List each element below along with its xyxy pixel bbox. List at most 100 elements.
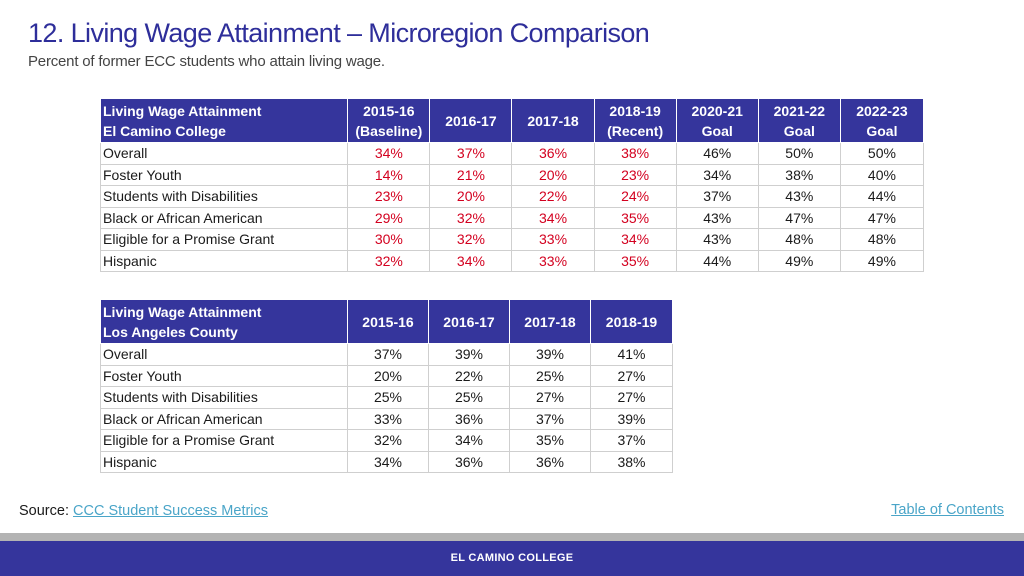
- table-cell: 39%: [509, 343, 591, 366]
- la-col-2017-18: 2017-18: [509, 299, 591, 344]
- table-cell: 46%: [675, 142, 759, 165]
- table-cell: 34%: [428, 429, 510, 452]
- table-cell: 30%: [347, 228, 431, 251]
- ecc-row-header-line1: Living Wage Attainment: [103, 102, 262, 119]
- table-cell: 34%: [347, 142, 431, 165]
- table-row: Foster Youth 20% 22% 25% 27%: [100, 364, 673, 387]
- table-cell: 34%: [347, 450, 429, 473]
- la-col-2015-16: 2015-16: [347, 299, 429, 344]
- table-cell: 47%: [757, 206, 841, 229]
- table-row: Black or African American 29% 32% 34% 35% 43%…: [99, 206, 925, 229]
- table-cell: 37%: [590, 429, 673, 452]
- table-cell: 37%: [675, 185, 759, 208]
- table-row: Hispanic 34% 36% 36% 38%: [100, 450, 673, 473]
- table-cell: 48%: [757, 228, 841, 251]
- table-cell: 38%: [590, 450, 673, 473]
- table-cell: 47%: [839, 206, 925, 229]
- la-col-2018-19: 2018-19: [590, 299, 673, 344]
- row-label: Overall: [100, 343, 348, 366]
- table-cell: 25%: [347, 386, 429, 409]
- ecc-header-row: Living Wage Attainment El Camino College…: [99, 98, 925, 143]
- footer-bar: EL CAMINO COLLEGE: [0, 541, 1024, 576]
- table-cell: 49%: [757, 249, 841, 272]
- table-cell: 49%: [839, 249, 925, 272]
- table-cell: 39%: [428, 343, 510, 366]
- table-cell: 50%: [757, 142, 841, 165]
- table-cell: 35%: [509, 429, 591, 452]
- row-label: Eligible for a Promise Grant: [100, 429, 348, 452]
- table-cell: 35%: [593, 206, 677, 229]
- table-cell: 34%: [593, 228, 677, 251]
- table-cell: 50%: [839, 142, 925, 165]
- footer-text: EL CAMINO COLLEGE: [450, 552, 574, 564]
- table-cell: 20%: [429, 185, 513, 208]
- table-row: Hispanic 32% 34% 33% 35% 44% 49% 49%: [99, 249, 925, 272]
- table-cell: 37%: [347, 343, 429, 366]
- table-cell: 34%: [511, 206, 595, 229]
- ecc-row-header: Living Wage Attainment El Camino College: [99, 98, 349, 143]
- row-label: Hispanic: [100, 450, 348, 473]
- table-cell: 33%: [347, 407, 429, 430]
- table-cell: 20%: [347, 364, 429, 387]
- table-cell: 36%: [509, 450, 591, 473]
- table-cell: 27%: [509, 386, 591, 409]
- table-row: Eligible for a Promise Grant 32% 34% 35% 37%: [100, 429, 673, 452]
- table-cell: 32%: [429, 206, 513, 229]
- table-cell: 36%: [428, 450, 510, 473]
- table-cell: 25%: [509, 364, 591, 387]
- table-cell: 25%: [428, 386, 510, 409]
- table-row: Overall 34% 37% 36% 38% 46% 50% 50%: [99, 142, 925, 165]
- ecc-col-2015-16: 2015-16 (Baseline): [347, 98, 431, 143]
- source-note: Source: CCC Student Success Metrics: [19, 503, 268, 519]
- table-cell: 41%: [590, 343, 673, 366]
- table-row: Students with Disabilities 23% 20% 22% 24% 37…: [99, 185, 925, 208]
- table-cell: 38%: [757, 163, 841, 186]
- row-label: Black or African American: [99, 206, 349, 229]
- table-cell: 35%: [593, 249, 677, 272]
- row-label: Eligible for a Promise Grant: [99, 228, 349, 251]
- table-cell: 22%: [428, 364, 510, 387]
- footer-divider: [0, 533, 1024, 541]
- ecc-attainment-table: Living Wage Attainment El Camino College…: [99, 98, 925, 272]
- table-cell: 24%: [593, 185, 677, 208]
- ecc-col-2016-17: 2016-17: [429, 98, 513, 143]
- table-cell: 48%: [839, 228, 925, 251]
- table-cell: 43%: [757, 185, 841, 208]
- table-cell: 27%: [590, 364, 673, 387]
- row-label: Students with Disabilities: [99, 185, 349, 208]
- table-cell: 43%: [675, 228, 759, 251]
- table-cell: 29%: [347, 206, 431, 229]
- page-subtitle: Percent of former ECC students who attai…: [28, 53, 385, 70]
- row-label: Foster Youth: [100, 364, 348, 387]
- table-row: Foster Youth 14% 21% 20% 23% 34% 38% 40%: [99, 163, 925, 186]
- ecc-col-2018-19: 2018-19 (Recent): [593, 98, 677, 143]
- table-cell: 33%: [511, 249, 595, 272]
- table-of-contents-link[interactable]: Table of Contents: [891, 502, 1004, 518]
- table-cell: 36%: [428, 407, 510, 430]
- table-row: Students with Disabilities 25% 25% 27% 27%: [100, 386, 673, 409]
- table-row: Black or African American 33% 36% 37% 39%: [100, 407, 673, 430]
- source-link[interactable]: CCC Student Success Metrics: [73, 503, 269, 519]
- table-cell: 40%: [839, 163, 925, 186]
- ecc-row-header-line2: El Camino College: [103, 122, 226, 139]
- table-cell: 44%: [675, 249, 759, 272]
- la-row-header-line1: Living Wage Attainment: [103, 303, 262, 320]
- table-cell: 32%: [347, 249, 431, 272]
- table-cell: 22%: [511, 185, 595, 208]
- la-col-2016-17: 2016-17: [428, 299, 510, 344]
- table-cell: 44%: [839, 185, 925, 208]
- table-row: Overall 37% 39% 39% 41%: [100, 343, 673, 366]
- table-cell: 39%: [590, 407, 673, 430]
- row-label: Foster Youth: [99, 163, 349, 186]
- ecc-col-2022-23-goal: 2022-23 Goal: [839, 98, 925, 143]
- table-cell: 14%: [347, 163, 431, 186]
- table-cell: 23%: [347, 185, 431, 208]
- page-title: 12. Living Wage Attainment – Microregion…: [28, 18, 650, 48]
- ecc-col-2021-22-goal: 2021-22 Goal: [757, 98, 841, 143]
- table-cell: 43%: [675, 206, 759, 229]
- table-cell: 23%: [593, 163, 677, 186]
- ecc-col-2020-21-goal: 2020-21 Goal: [675, 98, 759, 143]
- la-row-header: Living Wage Attainment Los Angeles Count…: [100, 299, 348, 344]
- table-cell: 32%: [429, 228, 513, 251]
- table-cell: 34%: [675, 163, 759, 186]
